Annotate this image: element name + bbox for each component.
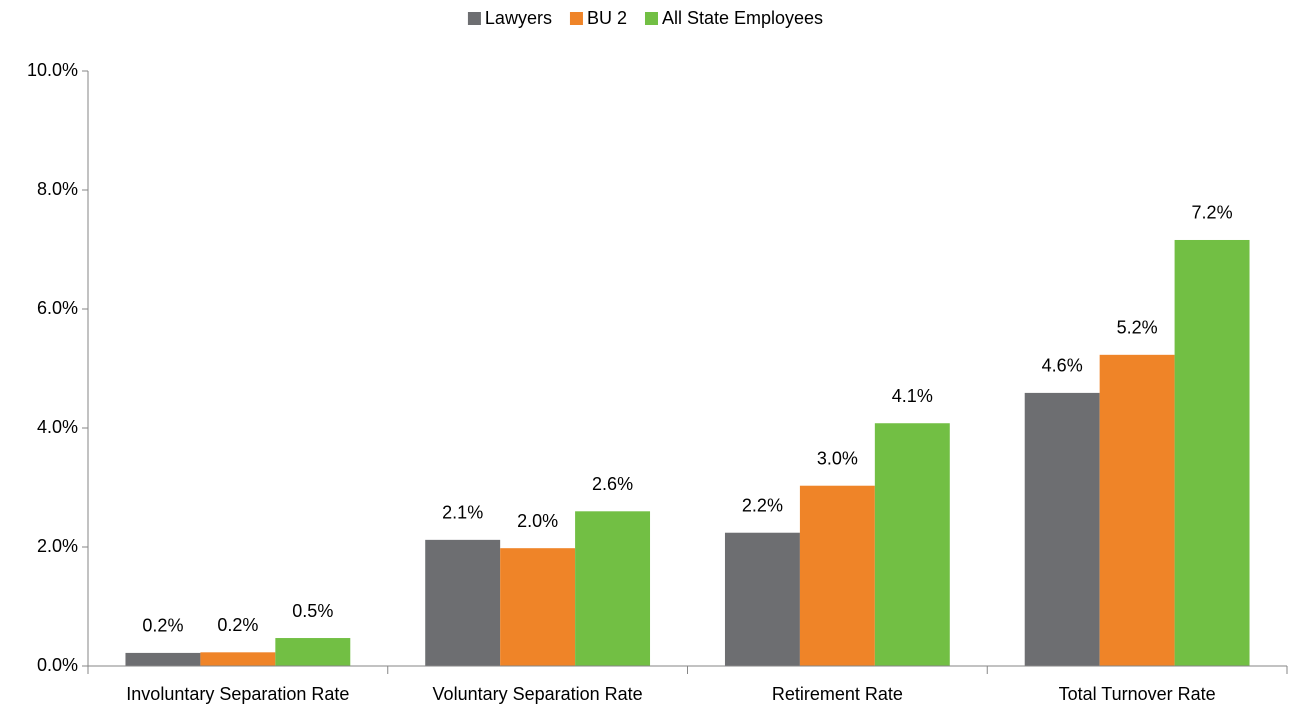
data-label: 2.6% (592, 474, 633, 494)
x-tick-label: Retirement Rate (772, 684, 903, 704)
data-label: 7.2% (1192, 203, 1233, 223)
bar (1024, 392, 1100, 666)
y-tick-label: 0.0% (37, 655, 78, 675)
data-label: 5.2% (1117, 318, 1158, 338)
bar (1174, 239, 1250, 667)
y-tick-label: 8.0% (37, 179, 78, 199)
data-label: 0.2% (217, 615, 258, 635)
y-tick-label: 2.0% (37, 536, 78, 556)
legend-swatch (644, 12, 658, 25)
bar (724, 532, 800, 666)
data-label: 2.1% (442, 503, 483, 523)
bar (200, 652, 276, 666)
legend-label: All State Employees (662, 8, 823, 28)
bar (799, 485, 875, 666)
x-tick-label: Involuntary Separation Rate (126, 684, 349, 704)
bar (575, 511, 651, 666)
data-label: 4.6% (1042, 356, 1083, 376)
bar (874, 423, 950, 666)
y-tick-label: 6.0% (37, 298, 78, 318)
y-tick-label: 10.0% (27, 60, 78, 80)
x-tick-label: Total Turnover Rate (1059, 684, 1216, 704)
data-label: 0.2% (142, 616, 183, 636)
data-label: 4.1% (892, 386, 933, 406)
y-tick-label: 4.0% (37, 417, 78, 437)
legend-swatch (467, 12, 481, 25)
data-label: 2.2% (742, 495, 783, 515)
legend-label: Lawyers (485, 8, 552, 28)
bar (425, 539, 501, 666)
bar (1099, 354, 1175, 666)
bar (500, 548, 576, 666)
data-label: 0.5% (292, 601, 333, 621)
legend-label: BU 2 (587, 8, 627, 28)
x-tick-label: Voluntary Separation Rate (433, 684, 643, 704)
data-label: 2.0% (517, 511, 558, 531)
bar (125, 652, 201, 666)
data-label: 3.0% (817, 448, 858, 468)
bar (275, 638, 351, 666)
legend-swatch (569, 12, 583, 25)
